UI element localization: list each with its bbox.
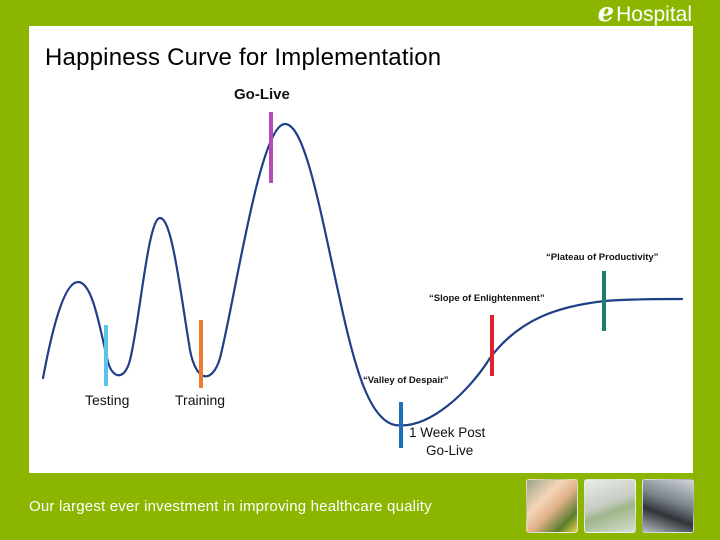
logo-word: Hospital: [616, 3, 692, 26]
slide-panel: [29, 26, 693, 473]
label-training: Training: [175, 392, 225, 408]
handheld-device-photo: [642, 479, 694, 533]
patient-photo: [526, 479, 578, 533]
logo-e-mark: e: [597, 0, 615, 28]
slide-title: Happiness Curve for Implementation: [45, 44, 442, 71]
label-one-week-post-line1: 1 Week Post: [409, 425, 486, 440]
label-plateau-of-productivity: “Plateau of Productivity”: [546, 252, 659, 263]
keyboard-photo: [584, 479, 636, 533]
happiness-curve: [41, 122, 684, 427]
label-valley-of-despair: “Valley of Despair”: [363, 375, 449, 386]
footer-tagline: Our largest ever investment in improving…: [29, 498, 432, 515]
label-testing: Testing: [85, 392, 129, 408]
label-slope-of-enlightenment: “Slope of Enlightenment”: [429, 293, 545, 304]
label-go-live: Go-Live: [234, 86, 290, 103]
label-one-week-post-line2: Go-Live: [426, 443, 473, 458]
ehospital-logo: e Hospital: [597, 0, 692, 28]
